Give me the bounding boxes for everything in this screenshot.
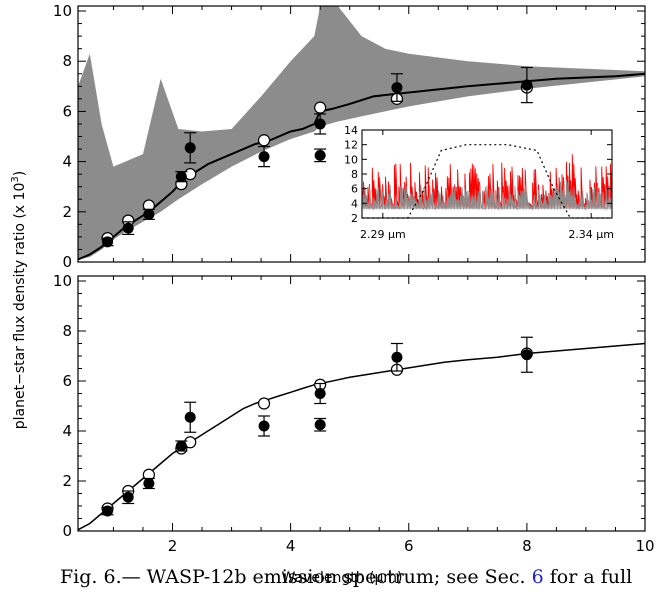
section-link[interactable]: 6 — [531, 566, 544, 588]
inset-y-tick-label: 12 — [344, 139, 358, 152]
y-tick-label: 4 — [62, 422, 72, 440]
model-spectrum-band — [78, 6, 645, 260]
observed-point — [122, 222, 134, 234]
inset-y-tick-label: 4 — [351, 197, 358, 210]
bottom-panel: 2 4 6 8 10 0 2 4 6 8 10 — [53, 272, 655, 555]
y-tick-label: 0 — [62, 522, 72, 540]
observed-point — [391, 351, 403, 363]
caption-prefix: Fig. 6.— WASP-12b emission spectrum; see… — [60, 566, 532, 588]
y-tick-label: 2 — [62, 472, 72, 490]
x-tick-label: 4 — [286, 537, 296, 555]
y-tick-label: 2 — [62, 203, 72, 221]
observed-point — [102, 505, 114, 517]
x-tick-label: 8 — [522, 537, 532, 555]
observed-point — [314, 149, 326, 161]
observed-point — [521, 79, 533, 91]
inset-x-tick-label: 2.34 μm — [568, 228, 614, 241]
observed-point — [175, 171, 187, 183]
observed-point — [258, 420, 270, 432]
inset-spectrum-gray — [361, 179, 613, 211]
observed-point — [258, 151, 270, 163]
observed-point — [122, 491, 134, 503]
x-tick-label: 2 — [168, 537, 178, 555]
plot-frame — [77, 275, 646, 532]
observed-point — [521, 349, 533, 361]
observed-point — [391, 82, 403, 94]
x-tick-label: 6 — [404, 537, 414, 555]
observed-point — [175, 440, 187, 452]
observed-point — [314, 419, 326, 431]
observed-point — [184, 411, 196, 423]
x-axis-label: Wavelength (μm) — [282, 570, 403, 586]
y-tick-label: 8 — [62, 52, 72, 70]
caption-suffix: for a full — [543, 566, 633, 588]
y-tick-label: 6 — [62, 102, 72, 120]
observed-point — [143, 208, 155, 220]
inset-y-tick-label: 14 — [344, 124, 358, 137]
y-tick-label: 8 — [62, 322, 72, 340]
model-spectrum-line — [77, 342, 646, 531]
model-point — [314, 101, 327, 114]
observed-point — [314, 118, 326, 130]
inset-y-tick-label: 10 — [344, 153, 358, 166]
inset-filter-curve — [362, 144, 612, 219]
inset-y-tick-label: 2 — [351, 212, 358, 225]
y-tick-label: 0 — [62, 253, 72, 271]
inset-x-tick-label: 2.29 μm — [360, 228, 406, 241]
inset-y-tick-label: 6 — [351, 183, 358, 196]
observed-point — [314, 388, 326, 399]
plot-frame — [77, 5, 646, 263]
y-axis-label: planet−star flux density ratio (x 103) — [10, 171, 28, 429]
x-tick-label: 10 — [635, 537, 654, 555]
observed-point — [143, 478, 155, 489]
y-tick-label: 6 — [62, 372, 72, 390]
inset-y-tick-label: 8 — [351, 168, 358, 181]
model-point — [257, 397, 271, 410]
model-point — [257, 134, 271, 147]
observed-point — [102, 236, 114, 248]
y-tick-label: 4 — [62, 153, 72, 171]
y-tick-label: 10 — [53, 272, 72, 290]
figure-caption: Fig. 6.— WASP-12b emission spectrum; see… — [60, 566, 650, 588]
observed-point — [184, 142, 196, 154]
y-tick-label: 10 — [53, 2, 72, 20]
